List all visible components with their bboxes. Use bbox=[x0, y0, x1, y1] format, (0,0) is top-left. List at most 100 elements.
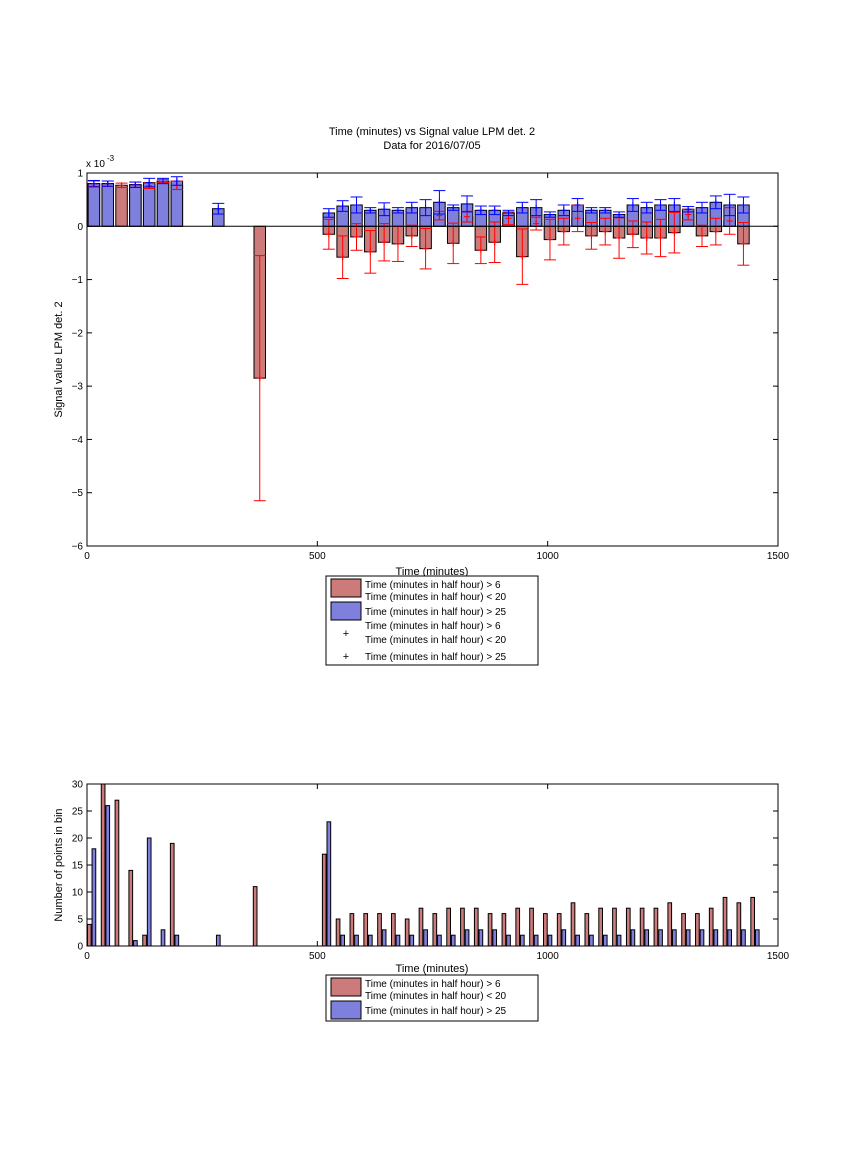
x-tick-label: 500 bbox=[309, 551, 326, 562]
axes-box bbox=[86, 172, 779, 547]
bar-layer bbox=[86, 783, 760, 947]
blue-count-bar bbox=[409, 934, 415, 947]
y-tick-label: 30 bbox=[72, 780, 84, 791]
red-count-bar bbox=[639, 907, 645, 947]
blue-count-bar bbox=[685, 929, 691, 947]
red-count-bar bbox=[625, 907, 631, 947]
y-exponent-label: x 10 -3 bbox=[86, 154, 115, 170]
red-count-bar bbox=[598, 907, 603, 947]
legend-entry-1-line-2: Time (minutes in half hour) < 20 bbox=[365, 592, 507, 603]
y-tick-label: 1 bbox=[77, 169, 83, 180]
blue-count-bar bbox=[630, 929, 636, 947]
blue-count-bar bbox=[727, 929, 732, 947]
red-count-bar bbox=[321, 853, 327, 947]
red-count-bar bbox=[529, 907, 534, 947]
blue-bar bbox=[87, 183, 101, 227]
y-tick-label: 20 bbox=[72, 834, 84, 845]
legend-blue-patch bbox=[330, 601, 362, 621]
red-count-bar bbox=[695, 913, 700, 947]
y-tick-label: −5 bbox=[72, 488, 84, 499]
red-count-bar bbox=[169, 842, 175, 947]
blue-count-bar bbox=[105, 805, 111, 947]
legend: Time (minutes in half hour) > 6 Time (mi… bbox=[325, 974, 539, 1022]
legend-entry-1-line-1: Time (minutes in half hour) > 6 bbox=[365, 580, 501, 591]
blue-count-bar bbox=[146, 837, 152, 947]
blue-count-bar bbox=[616, 934, 622, 947]
x-tick-label: 1500 bbox=[767, 551, 790, 562]
y-tick-label: 0 bbox=[77, 942, 83, 953]
chart-title: Time (minutes) vs Signal value LPM det. … bbox=[329, 126, 535, 138]
blue-count-bar bbox=[699, 929, 705, 947]
blue-count-bar bbox=[133, 940, 138, 947]
blue-bar bbox=[142, 182, 156, 227]
blue-count-bar bbox=[478, 929, 484, 947]
blue-count-bar bbox=[561, 929, 567, 947]
tick-layer: 0 500 1000 1500 0 5 10 15 20 25 30 bbox=[72, 780, 790, 963]
legend-entry-1-line-1: Time (minutes in half hour) > 6 bbox=[365, 979, 501, 990]
x-axis-label: Time (minutes) bbox=[396, 963, 469, 975]
blue-count-bar bbox=[215, 934, 221, 947]
blue-count-bar bbox=[395, 934, 401, 947]
blue-count-bar bbox=[340, 934, 346, 947]
red-count-bar bbox=[708, 907, 714, 947]
blue-count-bar bbox=[450, 934, 456, 947]
red-count-bar bbox=[584, 913, 590, 947]
red-count-bar bbox=[128, 869, 134, 947]
blue-count-bar bbox=[547, 934, 553, 947]
y-axis-label: Number of points in bin bbox=[53, 808, 65, 921]
red-count-bar bbox=[114, 799, 120, 947]
blue-count-bar bbox=[519, 934, 525, 947]
red-count-bar bbox=[335, 918, 341, 947]
blue-count-bar bbox=[741, 929, 746, 947]
legend-entry-4: Time (minutes in half hour) > 25 bbox=[365, 652, 507, 663]
red-count-bar bbox=[750, 896, 756, 947]
y-axis-label: Signal value LPM det. 2 bbox=[53, 301, 65, 417]
blue-count-bar bbox=[437, 934, 442, 947]
red-count-bar bbox=[556, 913, 562, 947]
blue-count-bar bbox=[658, 929, 663, 947]
legend-blue-patch bbox=[330, 1000, 362, 1020]
y-tick-label: −4 bbox=[72, 435, 84, 446]
legend-entry-2: Time (minutes in half hour) > 25 bbox=[365, 607, 507, 618]
tick-layer: 0 500 1000 1500 1 0 −1 −2 −3 −4 −5 −6 bbox=[72, 169, 790, 563]
y-tick-label: 15 bbox=[72, 861, 84, 872]
red-count-bar bbox=[570, 902, 576, 947]
red-count-bar bbox=[418, 907, 424, 947]
red-count-bar bbox=[543, 913, 548, 947]
blue-count-bar bbox=[367, 934, 373, 947]
blue-count-bar bbox=[644, 929, 650, 947]
signal-chart: Time (minutes) vs Signal value LPM det. … bbox=[53, 126, 790, 666]
legend-red-marker: + bbox=[343, 628, 349, 640]
blue-count-bar bbox=[589, 934, 594, 947]
red-count-bar bbox=[612, 907, 617, 947]
legend-red-patch bbox=[330, 578, 362, 598]
red-count-bar bbox=[501, 913, 507, 947]
red-count-bar bbox=[391, 913, 396, 947]
blue-count-bar bbox=[423, 929, 428, 947]
red-count-bar bbox=[681, 913, 686, 947]
red-count-bar bbox=[349, 913, 355, 947]
red-count-bar bbox=[86, 923, 92, 947]
red-count-bar bbox=[432, 913, 438, 947]
red-count-bar bbox=[252, 886, 258, 947]
y-exponent-power: -3 bbox=[107, 154, 115, 163]
red-count-bar bbox=[404, 918, 410, 947]
blue-bar bbox=[156, 180, 170, 227]
y-exponent-base: x 10 bbox=[86, 159, 105, 170]
blue-count-bar bbox=[381, 929, 387, 947]
bar-layer bbox=[87, 180, 750, 379]
x-tick-label: 1500 bbox=[767, 951, 790, 962]
y-tick-label: −3 bbox=[72, 382, 84, 393]
red-count-bar bbox=[667, 902, 673, 947]
blue-count-bar bbox=[174, 934, 180, 947]
y-tick-label: −1 bbox=[72, 275, 84, 286]
blue-bar bbox=[101, 183, 114, 227]
y-tick-label: 10 bbox=[72, 888, 84, 899]
blue-count-bar bbox=[326, 821, 332, 947]
blue-count-bar bbox=[160, 929, 166, 947]
red-count-bar bbox=[653, 907, 659, 947]
red-count-bar bbox=[142, 934, 147, 947]
legend-entry-2: Time (minutes in half hour) > 25 bbox=[365, 1006, 507, 1017]
